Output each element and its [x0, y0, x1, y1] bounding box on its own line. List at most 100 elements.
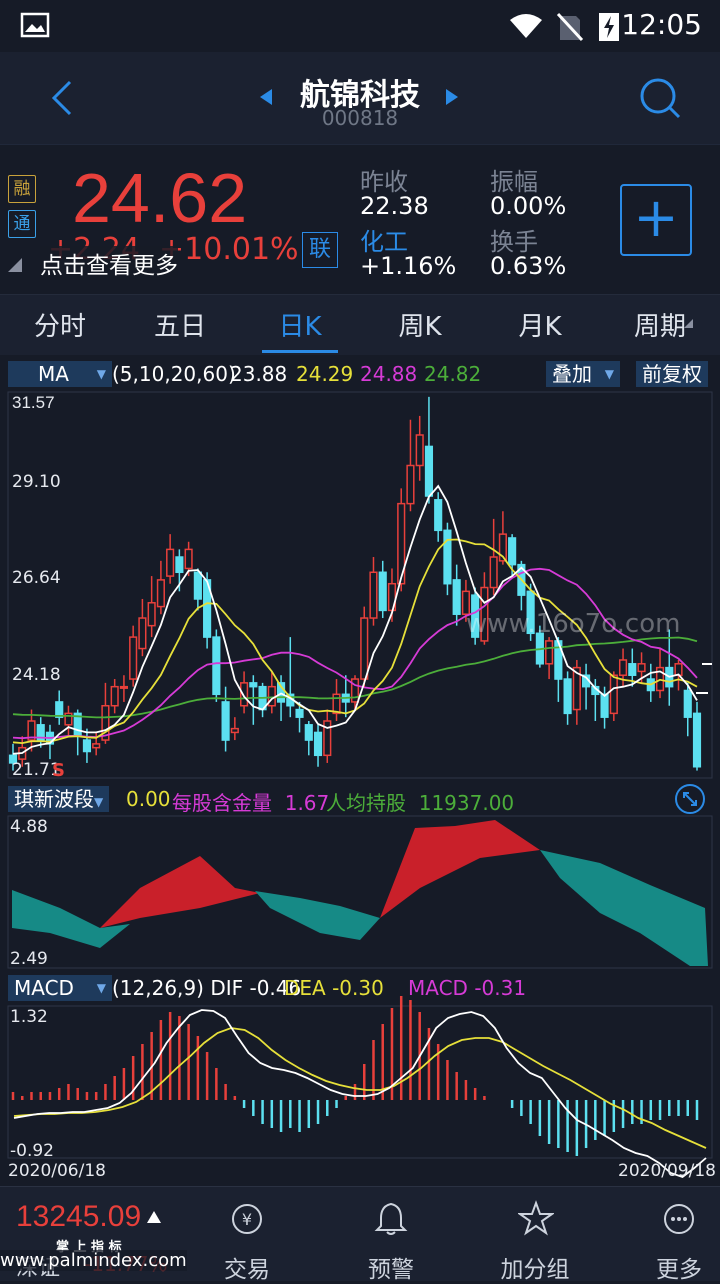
current-price: 24.62: [72, 159, 248, 237]
candle-body: [378, 571, 387, 612]
add-watchlist-button[interactable]: +: [620, 184, 692, 256]
candle-body: [82, 739, 92, 753]
stock-name: 航锦科技: [300, 78, 420, 113]
candle-body: [415, 434, 424, 467]
candle-body: [101, 704, 110, 741]
tab-period[interactable]: 周期: [633, 312, 686, 342]
candle-body: [55, 701, 64, 718]
next-stock-icon[interactable]: [444, 88, 460, 106]
candle-body: [471, 594, 480, 638]
chart-area: 31.57 29.10 26.64 24.18 21.71 S www.16o7…: [7, 391, 716, 1181]
prev-stock-icon[interactable]: [258, 88, 274, 106]
candle-body: [138, 617, 147, 650]
stock-header: [0, 52, 720, 144]
candle-body: [221, 701, 230, 741]
tab-intraday[interactable]: 分时: [33, 312, 86, 342]
candle-body: [526, 590, 535, 635]
candle-body: [443, 529, 452, 585]
search-icon[interactable]: [638, 76, 682, 120]
nav-alert[interactable]: 预警: [368, 1257, 414, 1283]
kline-axis-bottom: 21.71: [12, 760, 61, 780]
active-tab-indicator: [262, 350, 338, 353]
ma20-line: [12, 567, 698, 740]
candle-body: [637, 663, 646, 673]
candle-body: [609, 674, 618, 715]
candle-body: [424, 445, 434, 497]
qixin-selector[interactable]: 琪新波段▼: [8, 786, 110, 812]
period-dropdown-icon: [684, 319, 693, 328]
more-icon[interactable]: [662, 1202, 696, 1236]
dea-value: DEA -0.30: [284, 976, 384, 1000]
corner-arrow-icon: [8, 258, 22, 272]
index-value[interactable]: 13245.09: [16, 1200, 142, 1233]
candle-body: [64, 712, 73, 726]
more-info-link[interactable]: 点击查看更多: [40, 246, 178, 280]
nav-add-group[interactable]: 加分组: [500, 1257, 570, 1283]
macd-params: (12,26,9) DIF -0.46: [112, 976, 302, 1000]
period-tabs: [0, 294, 720, 355]
macd-axis-bottom: -0.92: [10, 1141, 54, 1161]
stock-code: 000818: [321, 106, 399, 130]
start-date: 2020/06/18: [8, 1161, 106, 1181]
ma60-value: 24.82: [424, 362, 482, 386]
expand-icon[interactable]: [674, 783, 706, 815]
ma-selector[interactable]: MA ▼: [8, 361, 112, 387]
candle-body: [129, 636, 138, 680]
candle-body: [156, 579, 165, 608]
candle-body: [92, 743, 101, 749]
candle-body: [203, 579, 212, 638]
nav-more[interactable]: 更多: [656, 1257, 702, 1283]
candle-body: [692, 712, 702, 768]
candle-body: [323, 720, 332, 757]
kline-axis-3: 26.64: [12, 568, 61, 588]
sell-signal: S: [52, 760, 65, 781]
ma10-line: [12, 538, 698, 745]
nav-trade[interactable]: 交易: [224, 1257, 270, 1283]
qixin-red-band: [100, 820, 540, 928]
status-bar: 12:05: [0, 0, 720, 52]
kline-axis-top: 31.57: [12, 393, 55, 412]
kline-frame: [7, 391, 713, 779]
trade-icon[interactable]: ¥: [230, 1202, 264, 1236]
candle-body: [600, 693, 609, 718]
overlay-selector[interactable]: 叠加 ▼: [546, 361, 620, 387]
linked-button[interactable]: 联: [302, 232, 338, 268]
ma20-value: 24.88: [360, 362, 418, 386]
adjust-button[interactable]: 前复权: [636, 361, 708, 387]
candle-body: [240, 682, 249, 707]
macd-selector[interactable]: MACD ▼: [8, 975, 112, 1001]
connect-tag: 通: [8, 210, 36, 238]
candle-body: [249, 682, 258, 688]
candle-body: [480, 586, 489, 642]
star-icon[interactable]: [518, 1200, 554, 1236]
macd-axis-top: 1.32: [10, 1007, 48, 1027]
bell-icon[interactable]: [374, 1200, 408, 1236]
watermark: www.16o7o.com: [466, 609, 680, 639]
sector-label[interactable]: 化工: [360, 228, 408, 256]
site-watermark: www.palmindex.com: [0, 1250, 187, 1271]
sector-change: +1.16%: [360, 252, 457, 280]
candle-body: [27, 720, 36, 741]
qixin-value-1: 0.00: [126, 787, 171, 811]
candle-body: [434, 499, 443, 532]
candle-body: [618, 659, 628, 676]
candle-body: [184, 548, 193, 570]
back-icon[interactable]: [46, 78, 76, 118]
candle-body: [674, 663, 683, 676]
candle-body: [36, 724, 45, 741]
tab-weekly-k[interactable]: 周K: [398, 312, 442, 342]
tab-five-day[interactable]: 五日: [153, 312, 206, 342]
candle-body: [8, 754, 18, 764]
candle-body: [406, 464, 415, 505]
candle-body: [461, 590, 470, 615]
tab-daily-k[interactable]: 日K: [278, 312, 322, 342]
qixin-label-3: 人均持股 11937.00: [326, 791, 515, 815]
candle-body: [147, 602, 156, 627]
ma5-value: 23.88: [230, 362, 288, 386]
tab-monthly-k[interactable]: 月K: [518, 312, 562, 342]
amplitude-value: 0.00%: [490, 192, 567, 220]
candle-body: [572, 666, 581, 711]
kline-axis-2: 29.10: [12, 472, 61, 492]
qixin-teal-band: [12, 850, 708, 966]
candle-body: [545, 640, 554, 665]
